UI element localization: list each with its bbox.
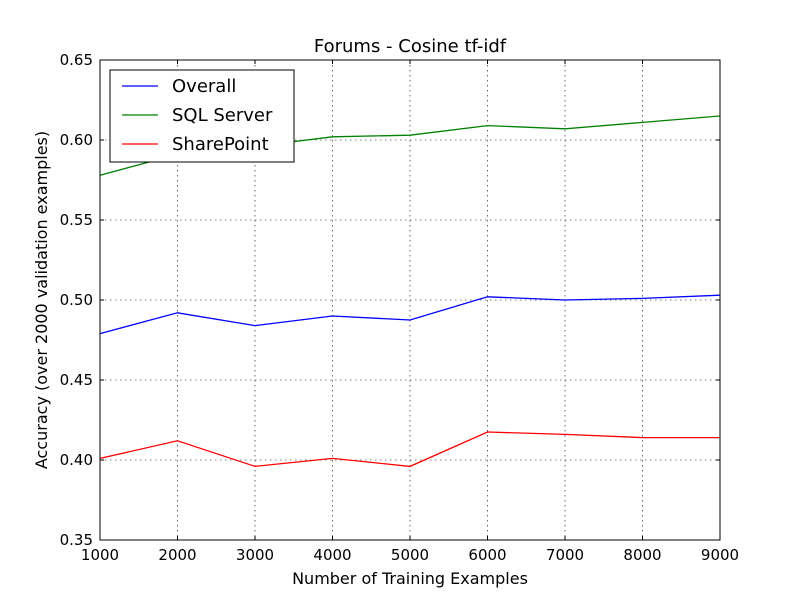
x-tick-label: 5000: [391, 546, 429, 564]
legend-label-overall: Overall: [172, 76, 236, 97]
axis-ticks: [99, 59, 721, 541]
x-tick-label: 3000: [236, 546, 274, 564]
x-tick-label: 1000: [81, 546, 119, 564]
y-tick-label: 0.55: [60, 211, 93, 229]
series-line-overall: [99, 294, 721, 335]
y-tick-label: 0.40: [60, 451, 93, 469]
x-axis-label: Number of Training Examples: [292, 569, 528, 588]
x-tick-label: 9000: [701, 546, 739, 564]
x-tick-label: 4000: [313, 546, 351, 564]
legend-label-sql-server: SQL Server: [172, 105, 273, 126]
x-tick-label: 8000: [623, 546, 661, 564]
y-axis-label: Accuracy (over 2000 validation examples): [32, 131, 51, 469]
y-tick-label: 0.60: [60, 131, 93, 149]
legend: Overall SQL Server SharePoint: [109, 69, 295, 163]
x-tick-label: 6000: [468, 546, 506, 564]
x-axis-tick-labels: 1000 2000 3000 4000 5000 6000 7000 8000 9000: [81, 546, 739, 564]
x-tick-label: 2000: [158, 546, 196, 564]
y-tick-label: 0.35: [60, 531, 93, 549]
x-tick-label: 7000: [546, 546, 584, 564]
legend-label-sharepoint: SharePoint: [172, 134, 269, 155]
y-tick-label: 0.65: [60, 51, 93, 69]
y-tick-label: 0.50: [60, 291, 93, 309]
y-tick-label: 0.45: [60, 371, 93, 389]
series-line-sharepoint: [99, 431, 720, 468]
y-axis-tick-labels: 0.35 0.40 0.45 0.50 0.55 0.60 0.65: [60, 51, 93, 549]
chart-title: Forums - Cosine tf-idf: [314, 36, 507, 57]
legend-box: [109, 69, 295, 163]
